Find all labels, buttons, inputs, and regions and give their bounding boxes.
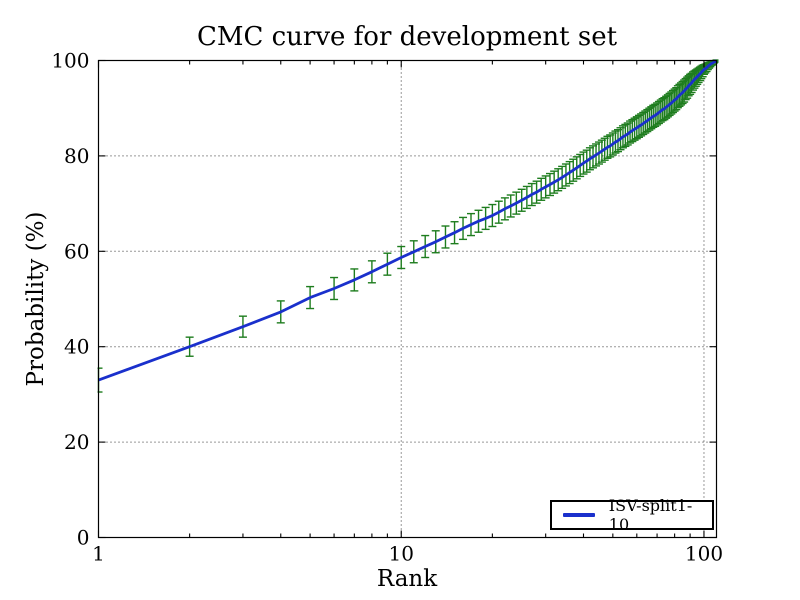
cmc-curve xyxy=(98,59,718,382)
x-tick-labels: 1 10 100 xyxy=(92,542,723,566)
legend-label: ISV-split1-10 xyxy=(608,496,693,534)
svg-text:40: 40 xyxy=(64,335,89,359)
legend: ISV-split1-10 xyxy=(550,496,714,534)
axis-ticks xyxy=(97,59,717,539)
legend-line-sample xyxy=(563,513,595,517)
svg-text:100: 100 xyxy=(51,49,89,73)
svg-text:80: 80 xyxy=(64,144,89,168)
svg-text:1: 1 xyxy=(92,542,105,566)
svg-text:0: 0 xyxy=(77,526,90,550)
chart-title: CMC curve for development set xyxy=(196,22,618,52)
y-axis-label: Probability (%) xyxy=(23,211,49,387)
svg-text:60: 60 xyxy=(64,239,89,263)
error-bars xyxy=(97,59,719,393)
grid-layer xyxy=(98,60,717,538)
svg-text:100: 100 xyxy=(685,542,723,566)
svg-text:10: 10 xyxy=(389,542,414,566)
svg-text:20: 20 xyxy=(64,430,89,454)
y-tick-labels: 0 20 40 60 80 100 xyxy=(51,49,89,550)
x-axis-label: Rank xyxy=(376,566,438,592)
axes-frame xyxy=(97,59,718,539)
